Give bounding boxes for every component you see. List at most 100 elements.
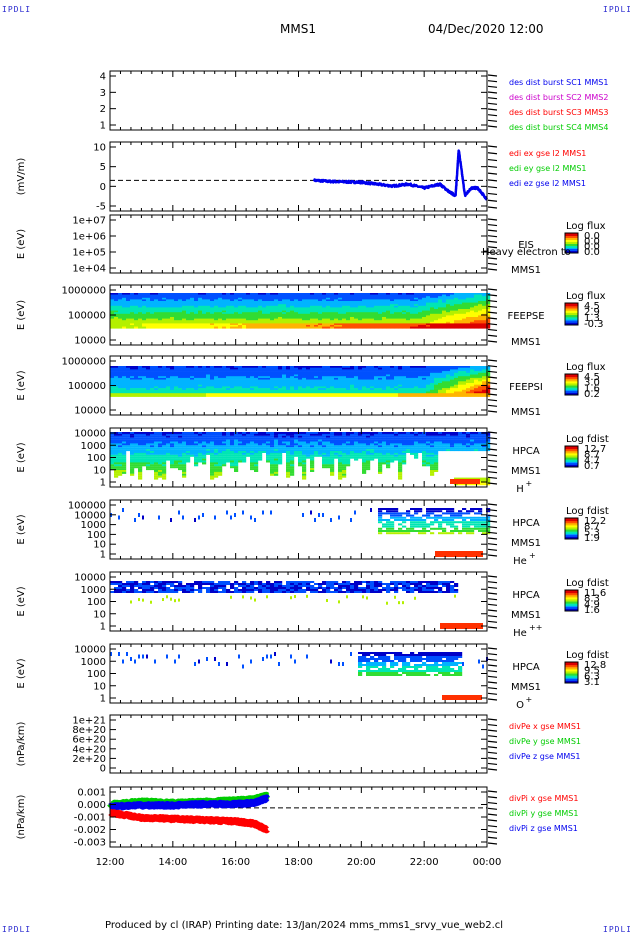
spectrogram-cell [230,466,235,469]
spectrogram-cell [182,443,187,446]
spectrogram-cell [318,379,323,382]
spectrogram-cell [426,301,431,303]
spectrogram-cell [442,376,447,379]
spectrogram-cell [294,377,299,380]
spectrogram-cell [266,386,271,389]
spectrogram-cell [226,454,231,457]
spectrogram-cell [450,374,455,377]
y-tick-label: 1000000 [61,357,106,368]
spectrogram-cell [258,369,263,372]
spectrogram-cell [438,389,443,392]
spectrogram-cell [290,304,295,307]
spectrogram-cell [150,312,155,315]
spectrogram-cell [406,299,411,302]
spectrogram-cell [426,366,431,368]
spectrogram-cell [418,297,423,300]
colorbar-title: Log flux [566,362,606,373]
spectrogram-cell [166,371,171,374]
right-tick [487,97,498,100]
spectrogram-cell [350,317,355,319]
spectrogram-cell [418,325,423,327]
spectrogram-cell [402,371,407,374]
spectrogram-cell [162,302,167,305]
spectrogram-cell [170,441,175,444]
spectrogram-cell [422,393,427,396]
spectrogram-cell [366,313,371,316]
right-tick [487,294,498,297]
spectrogram-cell [382,377,387,380]
right-tick [487,305,498,308]
spectrogram-cell [198,294,203,297]
spectrogram-cell [394,367,399,370]
spectrogram-cell [266,374,271,377]
spectrogram-cell [470,310,475,313]
spectrogram-cell [398,372,403,375]
spectrogram-cell [402,323,407,326]
spectrogram-cell [246,371,251,374]
spectrogram-cell [154,433,159,436]
spectrogram-cell [134,445,139,448]
spectrogram-cell [414,381,419,384]
spectrogram-cell [338,297,343,300]
spectrogram-cell [446,297,451,300]
spectrogram-cell [398,391,403,394]
spectrogram-cell [390,325,395,327]
spectrogram-cell [266,393,271,396]
spectrogram-cell [190,451,195,453]
spectrogram-cell [470,293,475,295]
spectrogram-cell [454,299,459,302]
spectrogram-cell [150,389,155,392]
spectrogram-cell [226,301,231,303]
spectrogram-cell [166,325,171,327]
spectrogram-cell [278,297,283,300]
spectrogram-cell [166,435,171,438]
spectrogram-cell [466,293,471,295]
spectrogram-cell [410,372,415,375]
spectrogram-cell [398,393,403,396]
spectrogram-cell [218,376,223,379]
spectrogram-cell [242,381,247,384]
spectrogram-cell [310,377,315,380]
spectrogram-cell [398,320,403,323]
spectrogram-cell [234,307,239,310]
colorbar-tick-label: 4.5 [584,372,600,383]
spectrogram-cell [422,313,427,316]
series-line [312,149,488,201]
spectrogram-cell [382,325,387,327]
spectrogram-cell [142,293,147,295]
spectrogram-cell [246,323,251,326]
spectrogram-cell [226,449,231,452]
spectrogram-cell [110,464,115,467]
spectrogram-cell [206,384,211,387]
spectrogram-cell [390,317,395,319]
spectrogram-cell [166,391,171,394]
spectrogram-cell [430,367,435,370]
spectrogram-cell [122,449,127,452]
spectrogram-cell [122,383,127,385]
spectrogram-cell [330,320,335,323]
spectrogram-cell [470,386,475,389]
spectrogram-cell [346,307,351,310]
spectrogram-cell [474,369,479,372]
spectrogram-cell [434,296,439,299]
spectrogram-cell [378,304,383,307]
spectrogram-cell [150,313,155,316]
spectrogram-cell [230,367,235,370]
right-tick [487,119,498,122]
spectrogram-cell [274,377,279,380]
spectrogram-cell [194,374,199,377]
spectrogram-cell [398,309,403,311]
spectrogram-cell [382,369,387,372]
spectrogram-cell [326,325,331,327]
spectrogram-cell [470,315,475,318]
spectrogram-cell [198,323,203,326]
spectrogram-cell [330,301,335,303]
spectrogram-cell [290,377,295,380]
spectrogram-cell [466,325,471,327]
spectrogram-cell [382,320,387,323]
spectrogram-cell [442,367,447,370]
spectrogram-cell [370,296,375,299]
spectrogram-cell [310,296,315,299]
spectrogram-cell [118,462,123,465]
spectrogram-cell [414,386,419,389]
